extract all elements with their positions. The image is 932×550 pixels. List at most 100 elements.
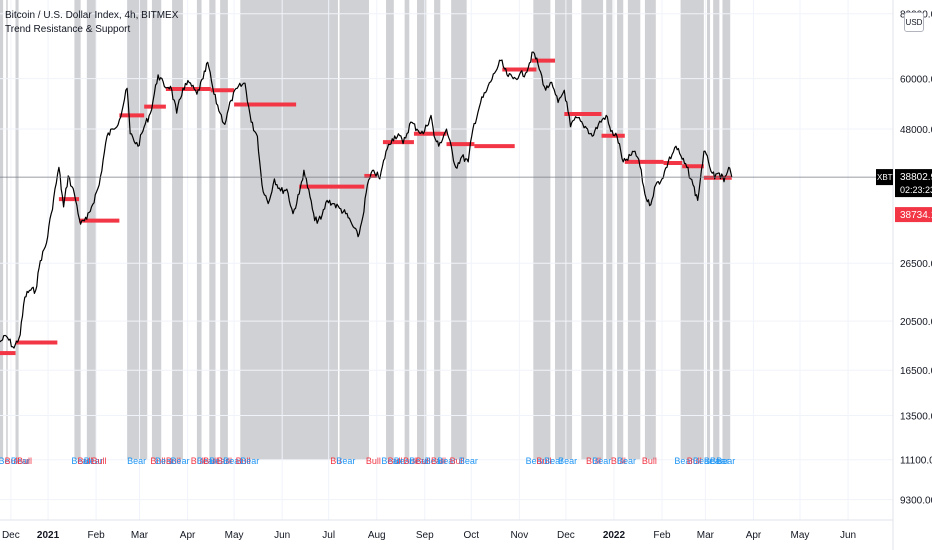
last-price-value: 38802.99	[900, 172, 932, 183]
bull-label: Bull	[166, 456, 181, 466]
symbol-badge-label: XBT	[877, 173, 893, 182]
x-tick-label: Aug	[368, 530, 386, 541]
bull-label: Bull	[17, 456, 32, 466]
bull-label: Bull	[450, 456, 465, 466]
symbol-title[interactable]: Bitcoin / U.S. Dollar Index, 4h, BITMEX	[5, 10, 179, 21]
bear-label: Bear	[209, 456, 228, 466]
x-tick-label: Nov	[510, 530, 528, 541]
bear-zone	[151, 0, 162, 460]
bear-label: Bear	[381, 456, 400, 466]
x-tick-label: Jun	[840, 530, 856, 541]
bear-zone	[127, 0, 148, 460]
chart-legend: Bitcoin / U.S. Dollar Index, 4h, BITMEX …	[5, 9, 178, 37]
bear-label: Bear	[155, 456, 174, 466]
x-tick-label: May	[225, 530, 244, 541]
bear-zone	[451, 0, 467, 460]
resistance-value-box	[895, 207, 932, 223]
bear-zone	[706, 0, 711, 460]
resistance-levels	[0, 58, 732, 356]
bull-label: Bull	[236, 456, 251, 466]
bull-label: Bull	[611, 456, 626, 466]
bear-zone	[6, 0, 8, 460]
bear-zone	[339, 0, 369, 460]
price-markers: XBT 38802.99 02:23:23 38734.16	[876, 169, 932, 223]
bear-zone	[404, 0, 410, 460]
y-tick-label: 13500.00	[900, 412, 932, 423]
x-tick-label: Mar	[697, 530, 715, 541]
bull-label: Bull	[536, 456, 551, 466]
bull-label: Bull	[191, 456, 206, 466]
x-tick-label: Dec	[557, 530, 575, 541]
bear-zone	[15, 0, 19, 460]
bar-countdown: 02:23:23	[900, 185, 932, 195]
bull-label: Bull	[217, 456, 232, 466]
bear-zone	[86, 0, 97, 460]
bear-label: Bear	[240, 456, 259, 466]
x-tick-label: Dec	[2, 530, 20, 541]
x-tick-label: Oct	[464, 530, 480, 541]
last-price-box	[895, 169, 932, 198]
bear-zone	[220, 0, 228, 460]
bear-label: Bear	[409, 456, 428, 466]
y-tick-label: 60000.00	[900, 75, 932, 86]
gridlines	[0, 0, 893, 520]
bear-label: Bear	[693, 456, 712, 466]
bull-label: Bull	[91, 456, 106, 466]
y-axis[interactable]: 80000.0060000.0048000.0026500.0020500.00…	[892, 0, 932, 550]
bear-zones	[0, 0, 731, 460]
bear-label: Bear	[592, 456, 611, 466]
bull-label: Bull	[403, 456, 418, 466]
bear-zone	[555, 0, 573, 460]
bear-label: Bear	[394, 456, 413, 466]
bear-label: Bear	[704, 456, 723, 466]
x-tick-label: Jul	[322, 530, 335, 541]
bull-label: Bull	[150, 456, 165, 466]
indicator-name[interactable]: Trend Resistance & Support	[5, 24, 131, 35]
currency-button[interactable]: USD	[904, 12, 924, 32]
bear-zone	[722, 0, 731, 460]
bear-label: Bear	[437, 456, 456, 466]
y-tick-label: 20500.00	[900, 317, 932, 328]
bull-label: Bull	[203, 456, 218, 466]
bear-label: Bear	[526, 456, 545, 466]
bear-label: Bear	[171, 456, 190, 466]
bear-label: Bear	[710, 456, 729, 466]
bear-zone	[172, 0, 183, 460]
bull-label: Bull	[415, 456, 430, 466]
bear-label: Bear	[223, 456, 242, 466]
bear-label: Bear	[558, 456, 577, 466]
bear-label: Be	[0, 456, 9, 466]
bull-label: Bull	[642, 456, 657, 466]
bear-zone	[434, 0, 441, 460]
bear-label: Bear	[336, 456, 355, 466]
bear-zone	[606, 0, 613, 460]
x-tick-label: Feb	[88, 530, 106, 541]
bull-label: Bull	[366, 456, 381, 466]
bear-zone	[74, 0, 81, 460]
symbol-badge	[876, 169, 893, 186]
x-tick-label: Mar	[131, 530, 149, 541]
bear-zone	[386, 0, 394, 460]
price-line	[0, 51, 733, 349]
y-tick-label: 26500.00	[900, 259, 932, 270]
y-tick-label: 48000.00	[900, 125, 932, 136]
x-tick-label: Jun	[274, 530, 290, 541]
x-tick-label: Apr	[746, 530, 762, 541]
bear-label: Bear	[674, 456, 693, 466]
bear-zone	[196, 0, 202, 460]
bear-zone	[533, 0, 551, 460]
bear-label: Bear	[84, 456, 103, 466]
x-axis[interactable]: Dec 2021 Feb Mar Apr May Jun Jul Aug Sep Oct Nov Dec…	[0, 519, 893, 541]
bull-label: Bull	[431, 456, 446, 466]
x-tick-label: 2022	[603, 530, 626, 541]
bear-label: Bear	[425, 456, 444, 466]
bull-label: Bull	[78, 456, 93, 466]
price-series	[0, 51, 733, 349]
bear-zone	[417, 0, 427, 460]
bear-zone	[627, 0, 641, 460]
bear-zone	[240, 0, 338, 460]
y-tick-label: 11100.00	[900, 456, 932, 467]
bear-zone	[644, 0, 656, 460]
bear-zone	[0, 0, 4, 460]
